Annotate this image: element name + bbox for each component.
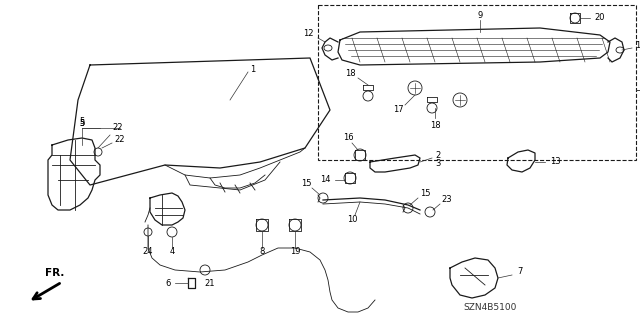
Text: 6: 6 [165,278,171,287]
Text: 12: 12 [635,41,640,49]
Text: 19: 19 [290,248,300,256]
Text: 24: 24 [143,248,153,256]
Text: 5: 5 [79,117,84,127]
Text: 1: 1 [250,64,255,73]
Bar [318,5,636,160]
Text: 13: 13 [550,158,560,167]
Text: 5: 5 [79,120,84,129]
Text: 4: 4 [170,248,175,256]
Text: 15: 15 [420,189,430,198]
Text: 12: 12 [303,29,313,39]
Text: FR.: FR. [45,268,65,278]
Text: 7: 7 [517,268,523,277]
Text: 5: 5 [79,120,84,129]
Text: 9: 9 [477,11,483,20]
Text: 23: 23 [442,196,452,204]
Text: 22: 22 [113,123,124,132]
Text: 21: 21 [205,278,215,287]
Text: 18: 18 [345,69,355,78]
Text: SZN4B5100: SZN4B5100 [463,303,516,313]
Text: 20: 20 [595,13,605,23]
Text: 2: 2 [435,151,440,160]
Text: 3: 3 [435,159,441,167]
Text: 16: 16 [342,133,353,143]
Text: 10: 10 [347,216,357,225]
Text: 15: 15 [301,180,311,189]
Text: 18: 18 [429,121,440,130]
Text: 22: 22 [115,136,125,145]
Text: 17: 17 [393,106,403,115]
Text: 8: 8 [259,248,265,256]
Text: 14: 14 [320,175,330,184]
